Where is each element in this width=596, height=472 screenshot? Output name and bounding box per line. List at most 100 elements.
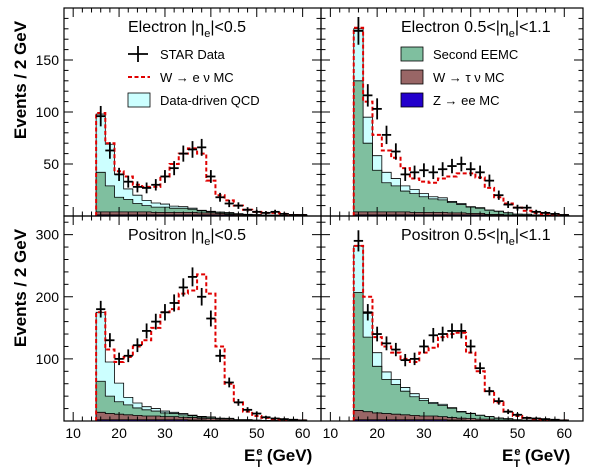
data-point [197,138,207,156]
data-point [96,300,106,318]
y-tick-label: 200 [36,289,60,305]
x-tick-label: 60 [295,425,311,441]
x-tick-label: 60 [556,425,572,441]
data-point [206,310,216,327]
data-point [447,323,457,339]
data-point [215,349,225,363]
data-point [169,161,179,176]
y-axis-label-bottom: Events / 2 GeV [11,228,30,347]
data-point [503,409,513,415]
panel-4: 10 20 30 40 50 60 Positron 0.5<|ηe|<1.1 [320,215,584,441]
data-point [484,174,495,187]
data-point [197,287,207,306]
data-point [391,143,401,160]
data-point [475,165,485,180]
x-axis-label-right: Ee T (GeV) [502,446,570,470]
data-point [494,190,504,200]
data-point [372,98,382,120]
plot-area [352,230,570,421]
data-point [391,342,401,357]
data-point [224,377,234,388]
stack-eemc [353,292,570,421]
stack-eemc [353,80,570,216]
y-tick-label: 300 [36,227,60,243]
data-point [123,175,133,188]
data-point [428,165,438,180]
data-point [437,162,448,177]
data-point [151,179,161,191]
data-point [400,167,410,181]
x-tick-label: 20 [369,425,385,441]
data-point [187,267,198,287]
data-point [142,182,152,194]
data-point [187,141,198,158]
panel-3: 10 20 30 40 50 60 100 200 300 Positron |ηe|<0.5 [36,215,322,441]
data-point [242,207,253,213]
x-tick-label: 10 [65,425,81,441]
panel-1: 50 100 150 Electron |ηe|<0.5 STAR Data W → e … [36,7,322,217]
data-point [419,163,429,178]
x-tick-label: 30 [416,425,432,441]
data-point [353,230,364,252]
legend-label: STAR Data [160,47,226,62]
data-point [466,162,476,177]
data-point [169,294,179,312]
x-axis-label-left: Ee T (GeV) [244,446,312,470]
data-point [400,353,410,367]
data-point [363,84,373,107]
data-point [132,338,143,353]
plot-area [95,105,308,216]
data-point [242,407,253,413]
panel-title: Electron 0.5<|ηe|<1.1 [401,19,551,40]
y-axis-label-top: Events / 2 GeV [11,20,30,139]
data-point [142,323,152,339]
data-point [409,165,420,180]
data-point [522,204,532,211]
data-point [160,170,170,183]
data-point [233,202,243,209]
chart-panels: 50 100 150 Electron |ηe|<0.5 STAR Data W → e … [36,7,584,441]
legend-item-w-enu: W → e ν MC [128,70,234,85]
data-point [381,336,392,351]
y-tick-label: 100 [36,104,60,120]
data-point [132,181,143,193]
data-point [475,362,485,374]
data-point [428,327,438,343]
data-point [363,304,373,321]
data-point [456,156,467,172]
data-point [456,323,467,339]
legend-item-w-taunu: W → τ ν MC [400,69,505,85]
panel-title: Electron |ηe|<0.5 [128,19,246,40]
data-point [466,339,476,354]
x-tick-label: 40 [203,425,219,441]
legend-label: Second EEMC [433,47,518,62]
panel-title: Positron 0.5<|ηe|<1.1 [401,227,551,248]
axis-labels: Events / 2 GeV Events / 2 GeV Ee T (GeV) … [11,20,570,470]
x-tick-label: 20 [111,425,127,441]
data-point [494,397,504,405]
data-point [215,192,225,202]
data-point [233,398,243,406]
data-point [178,145,188,162]
legend-item-data: STAR Data [128,46,226,62]
legend-item-qcd: Data-driven QCD [127,92,260,108]
data-point [105,333,115,348]
y-tick-label: 50 [43,156,59,172]
legend-label: Z → ee MC [433,93,499,108]
data-point [206,170,216,183]
legend-label: W → e ν MC [160,70,234,85]
x-tick-label: 50 [510,425,526,441]
w-enu-mc-line [352,26,569,216]
data-point [224,199,234,208]
x-tick-label: 30 [157,425,173,441]
data-point [123,349,133,363]
legend-label: Data-driven QCD [160,93,260,108]
x-tick-label: 50 [249,425,265,441]
x-tick-label: 10 [323,425,339,441]
data-point [503,201,513,209]
data-point [381,125,392,145]
legend-item-eemc: Second EEMC [400,46,518,62]
data-point [114,352,124,366]
y-tick-label: 150 [36,52,60,68]
data-point [151,313,161,330]
